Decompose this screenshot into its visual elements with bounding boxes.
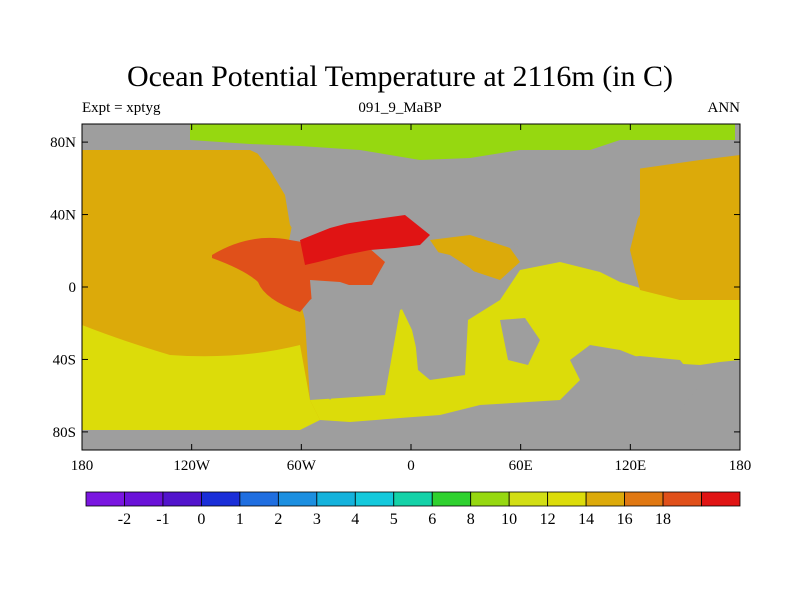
australia xyxy=(590,356,700,412)
colorbar-label: 16 xyxy=(617,511,633,528)
colorbar: -2 -1 0 1 2 3 4 5 6 8 10 12 14 16 18 xyxy=(85,491,741,528)
colorbar-label: 6 xyxy=(428,511,436,528)
latitude-axis: 80N 40N 0 40S 80S xyxy=(50,135,740,441)
colorbar-swatch xyxy=(624,491,664,507)
colorbar-label: 14 xyxy=(578,511,594,528)
colorbar-swatch xyxy=(162,491,202,507)
lat-tick-label: 80N xyxy=(50,135,76,151)
lat-tick-label: 80S xyxy=(53,425,76,441)
equatorial-warm-tongue xyxy=(212,237,385,312)
colorbar-label: 1 xyxy=(236,511,244,528)
pacific-south-ocean xyxy=(82,325,320,430)
africa xyxy=(385,248,490,365)
colorbar-label: 8 xyxy=(467,511,475,528)
colorbar-label: 2 xyxy=(274,511,282,528)
lat-tick-label: 0 xyxy=(69,280,77,296)
time-label: 091_9_MaBP xyxy=(358,100,442,116)
lon-tick-label: 0 xyxy=(407,458,415,474)
lon-tick-label: 120W xyxy=(173,458,211,474)
colorbar-swatch xyxy=(277,491,318,507)
south-america xyxy=(310,280,385,400)
lon-tick-label: 120E xyxy=(614,458,646,474)
west-pacific-ocean xyxy=(630,155,740,300)
indian-ocean-warm xyxy=(430,235,520,280)
colorbar-label: -1 xyxy=(156,511,169,528)
north-america xyxy=(255,148,390,240)
lat-tick-label: 40N xyxy=(50,208,76,224)
experiment-label: Expt = xptyg xyxy=(82,100,161,116)
colorbar-swatch xyxy=(547,491,587,507)
colorbar-label: 3 xyxy=(313,511,321,528)
colorbar-swatch xyxy=(470,491,510,507)
lon-tick-label: 60W xyxy=(287,458,317,474)
colorbar-label: 0 xyxy=(197,511,205,528)
colorbar-swatch xyxy=(85,491,125,507)
colorbar-label: 4 xyxy=(351,511,359,528)
arctic-band xyxy=(190,124,735,160)
colorbar-label: 12 xyxy=(540,511,556,528)
colorbar-swatch xyxy=(701,491,741,507)
colorbar-swatch xyxy=(393,491,433,507)
colorbar-swatch xyxy=(508,491,549,507)
lon-tick-label: 180 xyxy=(71,458,94,474)
tethys-hot-ocean xyxy=(300,215,430,265)
colorbar-label: 5 xyxy=(390,511,398,528)
colorbar-label: 10 xyxy=(501,511,517,528)
colorbar-swatch xyxy=(431,491,472,507)
colorbar-label: -2 xyxy=(118,511,131,528)
lon-tick-label: 180 xyxy=(729,458,752,474)
map-title: Ocean Potential Temperature at 2116m (in… xyxy=(126,60,674,93)
india xyxy=(500,318,540,365)
colorbar-swatch xyxy=(201,491,241,507)
colorbar-swatch xyxy=(585,491,625,507)
longitude-axis: 180 120W 60W 0 60E 120E 180 xyxy=(71,124,752,474)
lat-tick-label: 40S xyxy=(53,352,76,368)
colorbar-swatch xyxy=(239,491,279,507)
map-field xyxy=(82,124,740,450)
colorbar-swatch xyxy=(662,491,702,507)
antarctic-landmass xyxy=(82,430,740,450)
colorbar-swatch xyxy=(124,491,164,507)
eurasia xyxy=(395,158,640,262)
season-label: ANN xyxy=(707,100,741,116)
colorbar-swatch xyxy=(316,491,356,507)
lon-tick-label: 60E xyxy=(509,458,533,474)
colorbar-label: 18 xyxy=(655,511,671,528)
colorbar-swatch xyxy=(354,491,395,507)
